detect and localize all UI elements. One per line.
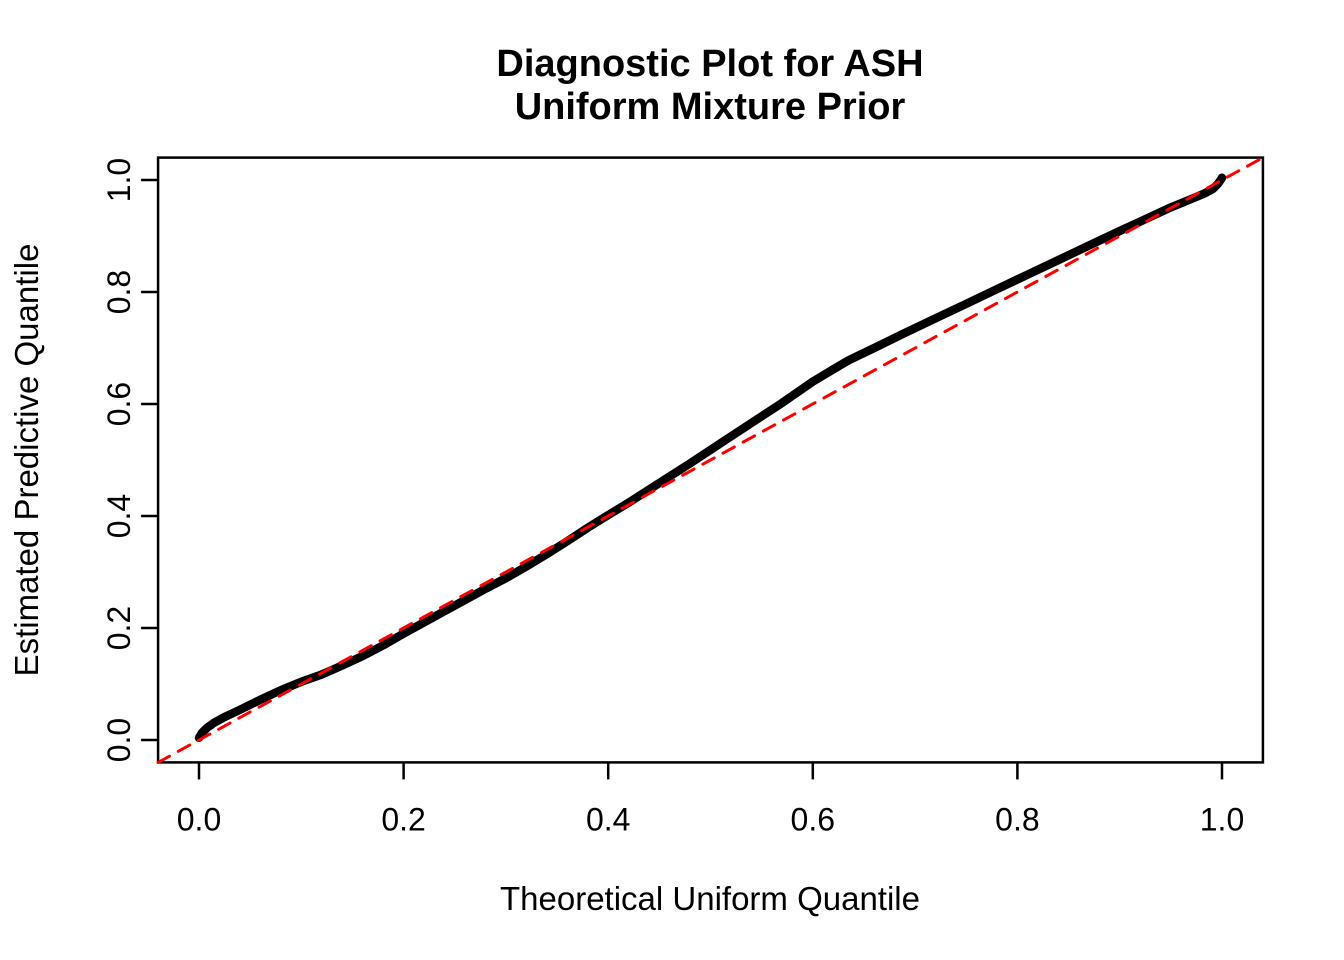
y-axis-tick-label: 0.0 xyxy=(101,718,137,762)
x-axis-tick-label: 0.2 xyxy=(381,801,425,837)
x-axis-tick-label: 0.4 xyxy=(586,801,630,837)
y-axis-tick-label: 0.8 xyxy=(101,270,137,314)
y-axis-tick-label: 0.2 xyxy=(101,606,137,650)
plot-geometry: 0.0 0.2 0.4 0.6 0.8 1.0 0.0 0.2 0.4 0.6 0.8 1.0 xyxy=(101,156,1265,837)
y-axis-tick-label: 0.6 xyxy=(101,382,137,426)
plot-border-box xyxy=(156,156,1265,764)
plot-title-line-1: Diagnostic Plot for ASH xyxy=(496,43,923,85)
y-axis-tick-label: 1.0 xyxy=(101,158,137,202)
x-axis-tick-label: 0.6 xyxy=(791,801,835,837)
x-axis-tick-label: 1.0 xyxy=(1200,801,1244,837)
x-axis-tick-label: 0.8 xyxy=(995,801,1039,837)
x-axis-title: Theoretical Uniform Quantile xyxy=(500,880,920,917)
estimated-predictive-quantile-curve xyxy=(194,173,1227,743)
plot-title-line-2: Uniform Mixture Prior xyxy=(515,86,906,128)
x-axis-tick-label: 0.0 xyxy=(177,801,221,837)
reference-diagonal-y-equals-x xyxy=(156,156,1265,764)
y-axis-tick-label: 0.4 xyxy=(101,494,137,538)
y-axis-title: Estimated Predictive Quantile xyxy=(8,244,45,677)
